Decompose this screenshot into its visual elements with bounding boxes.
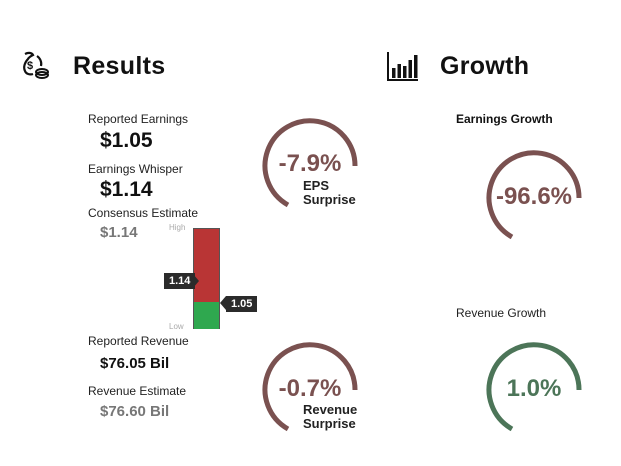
growth-title: Growth xyxy=(440,52,530,80)
range-bar-red-segment xyxy=(194,229,219,302)
whisper-label: Earnings Whisper xyxy=(88,162,183,176)
range-low-label: Low xyxy=(169,322,184,331)
whisper-marker: 1.14 xyxy=(164,273,196,289)
whisper-marker-arrow xyxy=(193,274,199,288)
revenue-estimate-label: Revenue Estimate xyxy=(88,384,187,398)
reported-revenue-label: Reported Revenue xyxy=(88,334,189,348)
revenue-surprise-caption-2: Surprise xyxy=(303,416,356,431)
reported-earnings-label: Reported Earnings xyxy=(88,112,189,126)
earnings-growth-arc xyxy=(486,150,582,240)
svg-text:$: $ xyxy=(27,60,33,72)
revenue-growth-gauge: 1.0% xyxy=(482,338,586,442)
results-icon: $ xyxy=(20,50,50,80)
eps-surprise-caption-2: Surprise xyxy=(303,192,356,207)
earnings-growth-value: -96.6% xyxy=(495,183,573,210)
earnings-growth-label: Earnings Growth xyxy=(456,112,553,126)
eps-surprise-caption-1: EPS xyxy=(303,178,330,193)
revenue-surprise-gauge: -0.7% xyxy=(258,338,362,442)
eps-surprise-gauge: -7.9% xyxy=(258,114,362,218)
reported-revenue-value: $76.05 Bil xyxy=(100,355,170,372)
revenue-growth-label: Revenue Growth xyxy=(456,306,547,320)
revenue-surprise-arc xyxy=(262,342,358,432)
revenue-estimate-value: $76.60 Bil xyxy=(100,403,170,420)
results-title: Results xyxy=(73,52,166,80)
revenue-surprise-value: -0.7% xyxy=(278,375,342,402)
actual-marker: 1.05 xyxy=(226,296,258,312)
range-bar-green-segment xyxy=(194,302,219,329)
consensus-value: $1.14 xyxy=(100,224,138,241)
consensus-label: Consensus Estimate xyxy=(88,206,199,220)
growth-icon xyxy=(386,50,420,82)
eps-surprise-arc xyxy=(262,118,358,208)
revenue-growth-arc xyxy=(486,342,582,432)
revenue-surprise-caption-1: Revenue xyxy=(303,402,358,417)
reported-earnings-value: $1.05 xyxy=(100,129,153,152)
earnings-growth-gauge: -96.6% xyxy=(482,146,586,250)
eps-surprise-value: -7.9% xyxy=(278,150,342,177)
revenue-growth-value: 1.0% xyxy=(506,375,562,402)
whisper-value: $1.14 xyxy=(100,178,153,201)
money-bag-icon: $ xyxy=(23,51,49,79)
bar-chart-icon xyxy=(387,52,418,81)
range-high-label: High xyxy=(169,223,186,232)
earnings-range-bar xyxy=(193,228,220,329)
actual-marker-arrow xyxy=(220,296,226,310)
